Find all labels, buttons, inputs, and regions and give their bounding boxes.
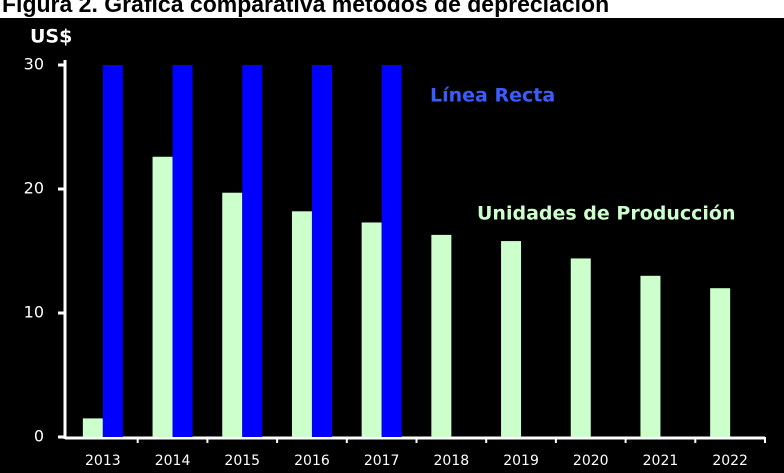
bar xyxy=(152,156,173,437)
chart-title: Figura 2. Gráfica comparativa métodos de… xyxy=(2,0,609,17)
x-tick-label: 2022 xyxy=(712,453,748,469)
x-tick-label: 2013 xyxy=(85,453,121,469)
x-tick-label: 2014 xyxy=(155,453,191,469)
series-label: Unidades de Producción xyxy=(477,203,736,225)
bar xyxy=(570,258,591,437)
bar xyxy=(361,222,382,437)
bar xyxy=(431,234,452,437)
bar xyxy=(291,211,312,437)
bar xyxy=(102,65,123,437)
y-tick-label: 30 xyxy=(24,55,44,74)
x-tick-label: 2017 xyxy=(364,453,400,469)
bar xyxy=(311,65,332,437)
y-axis-label: US$ xyxy=(30,26,72,48)
y-tick-label: 0 xyxy=(34,427,44,446)
x-tick-label: 2021 xyxy=(643,453,679,469)
bar xyxy=(381,65,402,437)
bar xyxy=(710,288,731,437)
x-tick-label: 2019 xyxy=(503,453,539,469)
bar xyxy=(82,418,103,437)
x-tick-label: 2018 xyxy=(434,453,470,469)
bar xyxy=(640,275,661,437)
series-label: Línea Recta xyxy=(430,85,555,107)
x-tick-label: 2016 xyxy=(294,453,330,469)
bar xyxy=(172,65,193,437)
y-tick-label: 20 xyxy=(24,179,44,198)
x-tick-label: 2015 xyxy=(224,453,260,469)
bar xyxy=(242,65,263,437)
x-tick-label: 2020 xyxy=(573,453,609,469)
bar xyxy=(501,241,522,437)
bar xyxy=(222,192,243,437)
y-tick-label: 10 xyxy=(24,303,44,322)
